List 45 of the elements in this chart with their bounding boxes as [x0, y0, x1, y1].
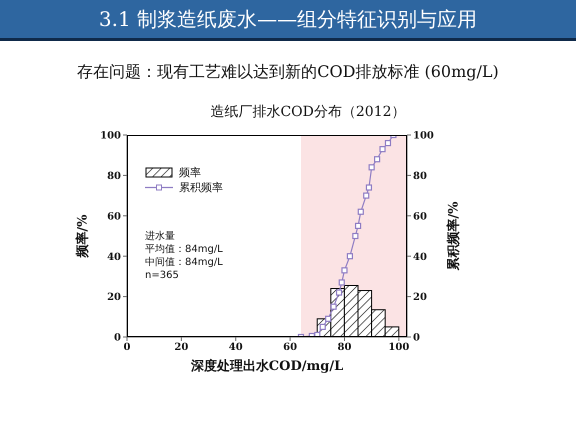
point [363, 192, 370, 199]
point [368, 164, 375, 170]
text: 存在问题：现有工艺难以达到新的COD排放标准 (60mg/L) [76, 62, 500, 83]
point [366, 184, 372, 191]
x-tick-label: 80 [338, 342, 352, 354]
text: 3.1 制浆造纸废水——组分特征识别与应用 [0, 0, 576, 41]
y-tick-label: 20 [107, 292, 122, 304]
x-tick-label: 20 [174, 342, 188, 354]
x-tick-label: 0 [124, 342, 131, 354]
x-tick-label: 40 [228, 342, 243, 354]
x-tick-label: 100 [388, 342, 410, 354]
point [336, 289, 342, 296]
y-tick-label: 60 [107, 211, 122, 222]
annotation: n=365 [145, 269, 180, 282]
chart-title: 造纸厂排水COD分布（2012） [209, 103, 407, 121]
point [352, 232, 358, 240]
y2-tick-label: 60 [413, 211, 427, 222]
y2-axis-title: 累积频率/% [446, 200, 462, 272]
y-tick-label: 100 [100, 130, 122, 142]
y2-tick-label: 40 [413, 252, 427, 263]
y-tick-label: 0 [114, 332, 122, 344]
point [338, 279, 345, 286]
y2-tick-label: 80 [413, 170, 427, 182]
y2-tick-label: 20 [413, 292, 427, 304]
y-axis-title: 频率/% [74, 214, 91, 259]
x-axis-title: 深度处理出水COD/mg/L [190, 358, 344, 374]
point [325, 316, 332, 322]
y2-tick-label: 0 [413, 332, 420, 344]
annotation: 进水量 [145, 230, 176, 243]
point [330, 304, 337, 310]
legend-label: 频率 [179, 165, 201, 180]
point [354, 222, 362, 229]
y-tick-label: 40 [107, 252, 122, 263]
annotation: 平均值：84mg/L [145, 243, 223, 256]
point [379, 146, 386, 152]
y2-tick-label: 100 [413, 130, 434, 142]
y-tick-label: 80 [107, 170, 122, 182]
point [384, 140, 392, 146]
point [341, 267, 348, 274]
point [358, 208, 364, 215]
x-tick-label: 60 [283, 342, 298, 354]
annotation: 中间值：84mg/L [145, 256, 223, 269]
legend-label: 累积频率 [179, 180, 223, 195]
point [374, 156, 380, 162]
point [346, 253, 354, 260]
